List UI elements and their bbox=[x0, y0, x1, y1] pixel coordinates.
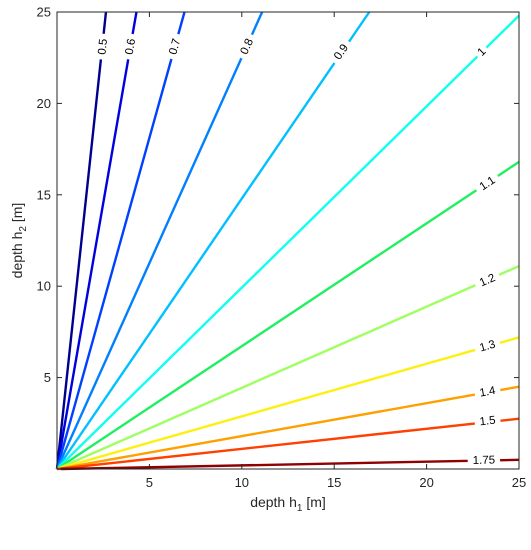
contour-label-background bbox=[472, 42, 492, 62]
contour-line-0-5 bbox=[55, 11, 108, 470]
x-axis-label-subscript: 1 bbox=[297, 503, 303, 514]
contour-label-1-75: 1.75 bbox=[473, 455, 496, 467]
contour-line-1 bbox=[56, 14, 520, 470]
contour-label-1-3: 1.3 bbox=[478, 339, 497, 355]
y-axis-label: depth h2 [m] bbox=[9, 203, 29, 279]
contour-label-background bbox=[472, 269, 503, 293]
x-tick-label: 5 bbox=[146, 475, 153, 490]
contour-label-background bbox=[473, 383, 502, 402]
contour-label-group: 0.7 bbox=[165, 32, 186, 62]
contour-label-group: 1.3 bbox=[473, 336, 502, 357]
contour-label-group: 0.8 bbox=[235, 32, 260, 62]
contour-label-background bbox=[467, 453, 501, 469]
contour-labels: 0.5 0.6 0.7 0.8 0.9 1 1.1 1.2 1.3 1.4 1.5 1.75 bbox=[94, 32, 503, 469]
contour-line-1-5 bbox=[56, 417, 520, 471]
contour-label-background bbox=[235, 32, 260, 62]
contour-label-group: 1.4 bbox=[473, 383, 502, 402]
contour-line-0-9 bbox=[56, 11, 371, 470]
contour-label-0-6: 0.6 bbox=[124, 38, 139, 56]
contour-label-1-2: 1.2 bbox=[478, 272, 497, 289]
contour-label-background bbox=[94, 33, 112, 61]
contour-label-background bbox=[121, 32, 141, 61]
y-tick-label: 10 bbox=[37, 279, 51, 294]
contour-label-group: 1.5 bbox=[473, 413, 502, 430]
y-tick-label: 20 bbox=[37, 96, 51, 111]
axis-ticks: 5 10 15 20 25 5 10 15 20 25 bbox=[37, 5, 527, 491]
contour-label-0-8: 0.8 bbox=[239, 37, 256, 57]
y-axis-label-subscript: 2 bbox=[18, 226, 29, 232]
contour-label-background bbox=[473, 336, 502, 357]
y-tick-label: 15 bbox=[37, 187, 51, 202]
x-tick-label: 25 bbox=[512, 475, 526, 490]
y-axis-label-prefix: depth h bbox=[9, 232, 25, 279]
contour-line-1-75 bbox=[60, 458, 520, 471]
contour-label-background bbox=[328, 37, 355, 67]
contour-label-group: 1.1 bbox=[472, 170, 503, 197]
y-axis-label-suffix: [m] bbox=[9, 203, 25, 226]
contour-label-background bbox=[472, 170, 503, 197]
x-tick-label: 20 bbox=[419, 475, 433, 490]
contour-label-group: 1.2 bbox=[472, 269, 503, 293]
contour-label-0-7: 0.7 bbox=[167, 37, 183, 56]
x-axis-label: depth h1 [m] bbox=[250, 494, 326, 514]
y-tick-label: 5 bbox=[44, 370, 51, 385]
contour-line-1-2 bbox=[56, 264, 520, 471]
contour-label-0-5: 0.5 bbox=[96, 38, 110, 55]
contour-label-group: 1 bbox=[472, 42, 492, 62]
contour-line-1-4 bbox=[56, 385, 520, 471]
contour-label-group: 1.75 bbox=[467, 453, 501, 469]
contour-label-group: 0.6 bbox=[121, 32, 141, 61]
x-tick-label: 15 bbox=[327, 475, 341, 490]
contour-label-background bbox=[473, 413, 502, 430]
contour-line-1-1 bbox=[56, 160, 520, 470]
y-tick-label: 25 bbox=[37, 5, 51, 20]
contour-label-group: 0.5 bbox=[94, 33, 112, 61]
contour-label-background bbox=[165, 32, 186, 62]
contour-line-1-3 bbox=[56, 336, 520, 471]
contour-line-0-7 bbox=[55, 11, 186, 470]
contour-lines bbox=[55, 11, 520, 471]
plot-frame bbox=[56, 11, 520, 470]
contour-line-0-6 bbox=[55, 11, 138, 470]
contour-line-0-8 bbox=[55, 11, 264, 470]
x-axis-label-prefix: depth h bbox=[250, 494, 297, 510]
contour-label-1-4: 1.4 bbox=[479, 385, 497, 400]
x-tick-label: 10 bbox=[235, 475, 249, 490]
contour-label-1-5: 1.5 bbox=[479, 415, 496, 429]
x-axis-label-suffix: [m] bbox=[302, 494, 325, 510]
contour-label-group: 0.9 bbox=[328, 37, 355, 67]
